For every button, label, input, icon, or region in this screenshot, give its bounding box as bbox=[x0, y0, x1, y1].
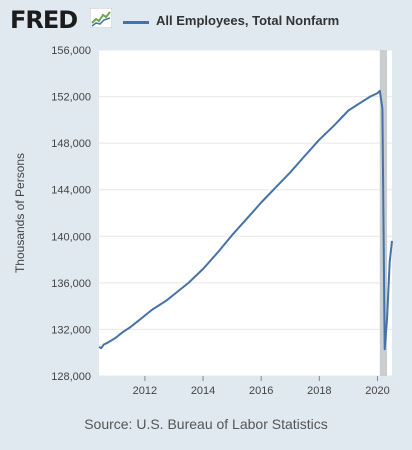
line-chart: 128,000 132,000 136,000 140,000 144,000 148,0… bbox=[13, 45, 393, 397]
fred-spark-chart-icon bbox=[90, 8, 112, 28]
x-tick-label: 2012 bbox=[133, 385, 157, 397]
data-point bbox=[166, 300, 167, 301]
data-point bbox=[103, 344, 104, 345]
source-caption: Source: U.S. Bureau of Labor Statistics bbox=[84, 416, 328, 432]
data-point bbox=[217, 252, 218, 253]
data-point bbox=[101, 348, 102, 349]
data-point bbox=[370, 96, 371, 97]
data-point bbox=[144, 315, 145, 316]
data-point bbox=[382, 108, 383, 109]
data-point bbox=[159, 304, 160, 305]
data-point bbox=[362, 101, 363, 102]
data-point bbox=[188, 282, 189, 283]
data-point bbox=[108, 342, 109, 343]
data-point bbox=[99, 346, 100, 347]
x-tick-label: 2016 bbox=[249, 385, 273, 397]
data-point bbox=[246, 218, 247, 219]
data-point bbox=[304, 155, 305, 156]
plot-area bbox=[99, 50, 392, 376]
data-point bbox=[387, 317, 388, 318]
data-point bbox=[203, 268, 204, 269]
x-tick-label: 2018 bbox=[307, 385, 331, 397]
data-point bbox=[232, 235, 233, 236]
y-tick-label: 140,000 bbox=[51, 231, 91, 243]
data-point bbox=[137, 321, 138, 322]
legend-swatch bbox=[123, 21, 149, 24]
fred-logo[interactable]: FRED bbox=[10, 6, 78, 34]
series-line bbox=[98, 89, 393, 351]
data-point bbox=[389, 261, 390, 262]
y-axis-label: Thousands of Persons bbox=[13, 153, 27, 273]
data-point bbox=[319, 139, 320, 140]
data-point bbox=[115, 337, 116, 338]
data-point bbox=[348, 110, 349, 111]
y-tick-label: 152,000 bbox=[51, 92, 91, 104]
y-tick-label: 156,000 bbox=[51, 45, 91, 57]
data-point bbox=[123, 331, 124, 332]
data-point bbox=[290, 172, 291, 173]
legend-label[interactable]: All Employees, Total Nonfarm bbox=[156, 13, 340, 28]
data-point bbox=[275, 187, 276, 188]
chart-header: FRED All Employees, Total Nonfarm bbox=[10, 4, 410, 34]
data-point bbox=[261, 202, 262, 203]
y-tick-label: 136,000 bbox=[51, 278, 91, 290]
y-tick-label: 128,000 bbox=[51, 371, 91, 383]
data-point bbox=[333, 125, 334, 126]
data-point bbox=[379, 90, 380, 91]
data-point bbox=[152, 309, 153, 310]
y-tick-label: 144,000 bbox=[51, 185, 91, 197]
data-point bbox=[130, 327, 131, 328]
x-tick-label: 2020 bbox=[365, 385, 389, 397]
data-point bbox=[173, 294, 174, 295]
data-point bbox=[377, 93, 378, 94]
x-tick-label: 2014 bbox=[191, 385, 215, 397]
y-tick-label: 132,000 bbox=[51, 324, 91, 336]
data-point bbox=[384, 349, 385, 350]
data-point bbox=[392, 240, 393, 241]
y-tick-label: 148,000 bbox=[51, 138, 91, 150]
